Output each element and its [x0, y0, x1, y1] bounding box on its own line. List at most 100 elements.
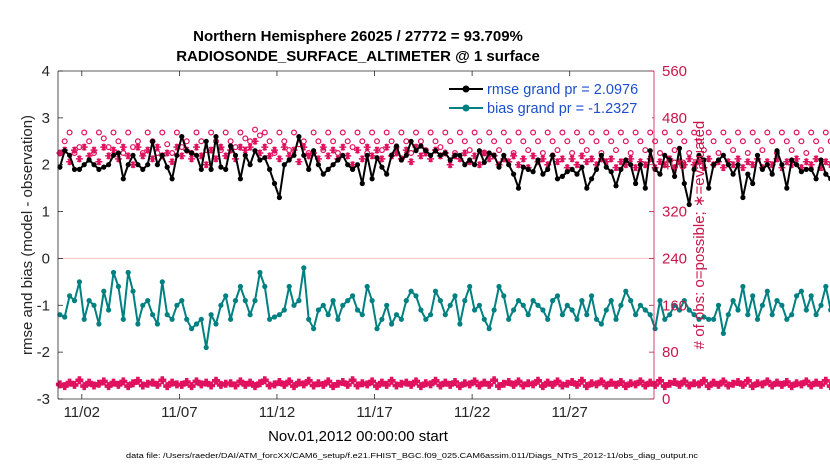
data-point-rmse: [354, 162, 361, 168]
data-point-bias: [779, 302, 785, 308]
data-point-rmse: [530, 169, 536, 175]
data-point-rmse: [150, 138, 156, 144]
data-point-evaluated: [66, 158, 74, 166]
data-point-rmse: [432, 148, 439, 154]
data-point-evaluated: [383, 143, 391, 151]
data-point-possible: [349, 144, 356, 151]
data-point-bias: [769, 312, 775, 318]
data-point-possible: [603, 129, 610, 136]
data-point-bias: [154, 321, 160, 327]
data-point-rmse: [706, 185, 712, 191]
data-point-possible-minus-evaluated: [568, 378, 577, 386]
data-point-rmse: [750, 180, 756, 187]
data-point-bias: [701, 314, 707, 320]
data-point-possible: [632, 129, 639, 136]
data-point-bias: [623, 288, 629, 294]
data-point-evaluated: [110, 146, 117, 154]
data-point-evaluated: [222, 152, 230, 160]
data-point-possible-minus-evaluated: [94, 379, 103, 388]
data-point-possible: [715, 150, 722, 157]
data-point-rmse: [720, 152, 727, 158]
data-point-evaluated: [822, 158, 830, 166]
data-point-rmse: [608, 169, 614, 175]
data-point-bias: [711, 316, 717, 322]
data-point-possible-minus-evaluated: [270, 380, 279, 389]
data-point-rmse: [759, 166, 766, 172]
data-point-bias: [452, 293, 458, 299]
data-point-bias: [652, 326, 658, 332]
data-point-bias: [398, 316, 404, 322]
data-point-possible-minus-evaluated: [153, 380, 162, 389]
data-point-possible: [256, 132, 263, 139]
data-point-evaluated: [275, 155, 283, 163]
legend: rmse grand pr = 2.0976 bias grand pr = -…: [444, 77, 652, 119]
data-point-bias: [340, 302, 346, 308]
data-point-possible-minus-evaluated: [338, 378, 347, 386]
data-point-possible-minus-evaluated: [148, 378, 157, 387]
data-point-possible-minus-evaluated: [538, 382, 547, 391]
data-point-rmse: [393, 143, 400, 149]
data-point-bias: [115, 283, 121, 290]
data-point-possible-minus-evaluated: [80, 382, 89, 391]
data-point-evaluated: [807, 161, 815, 169]
data-point-rmse: [593, 166, 600, 172]
data-point-possible: [173, 129, 180, 136]
data-point-possible: [505, 138, 512, 145]
data-point-bias: [637, 302, 644, 308]
data-point-rmse: [794, 162, 800, 168]
data-point-bias: [291, 302, 297, 308]
data-point-bias: [252, 298, 258, 304]
data-point-bias: [564, 302, 570, 308]
data-point-possible-minus-evaluated: [226, 379, 235, 388]
data-point-evaluated: [339, 143, 347, 151]
data-point-possible-minus-evaluated: [631, 380, 640, 389]
data-point-possible: [656, 150, 663, 157]
data-point-bias: [184, 316, 190, 322]
data-point-possible: [710, 138, 717, 145]
data-point-evaluated: [744, 158, 752, 166]
data-point-bias: [174, 302, 180, 308]
data-point-bias: [613, 316, 619, 322]
plot-area: [58, 71, 654, 399]
y-right-tick-label: 0: [662, 391, 670, 408]
data-point-bias: [784, 316, 790, 322]
legend-entry-bias: bias grand pr = -1.2327: [449, 101, 637, 117]
data-point-bias: [267, 316, 273, 322]
data-point-possible: [237, 129, 244, 136]
data-point-rmse: [281, 162, 287, 168]
y-left-tick-label: -3: [37, 391, 50, 408]
data-point-possible: [81, 129, 88, 136]
data-point-possible: [110, 129, 117, 136]
data-point-evaluated: [558, 155, 566, 163]
data-point-possible-minus-evaluated: [202, 378, 211, 387]
data-point-possible-minus-evaluated: [299, 380, 308, 389]
data-point-rmse: [662, 152, 668, 158]
y-left-tick-label: 2: [42, 157, 50, 174]
data-point-rmse: [554, 176, 561, 182]
data-point-possible: [617, 129, 624, 136]
data-point-possible-minus-evaluated: [817, 380, 825, 389]
data-point-possible-minus-evaluated: [446, 380, 455, 389]
data-point-possible: [769, 138, 776, 145]
data-point-evaluated: [607, 155, 615, 163]
data-point-rmse: [672, 173, 678, 179]
data-point-rmse: [681, 180, 687, 187]
data-point-bias: [164, 312, 170, 318]
data-point-bias: [730, 298, 736, 304]
data-point-bias: [628, 298, 634, 304]
data-point-bias: [672, 302, 678, 308]
data-point-evaluated: [344, 152, 352, 160]
data-point-evaluated: [100, 143, 108, 151]
data-point-bias: [813, 312, 819, 318]
data-point-bias: [189, 326, 195, 332]
data-point-bias: [281, 307, 287, 313]
data-point-evaluated: [573, 161, 581, 169]
y-right-tick-label: 160: [662, 297, 687, 314]
data-point-evaluated: [622, 161, 630, 169]
data-point-evaluated: [578, 152, 586, 160]
data-point-rmse: [813, 176, 819, 182]
data-point-bias: [510, 307, 517, 313]
data-point-rmse: [413, 148, 419, 154]
data-point-possible: [276, 129, 283, 136]
